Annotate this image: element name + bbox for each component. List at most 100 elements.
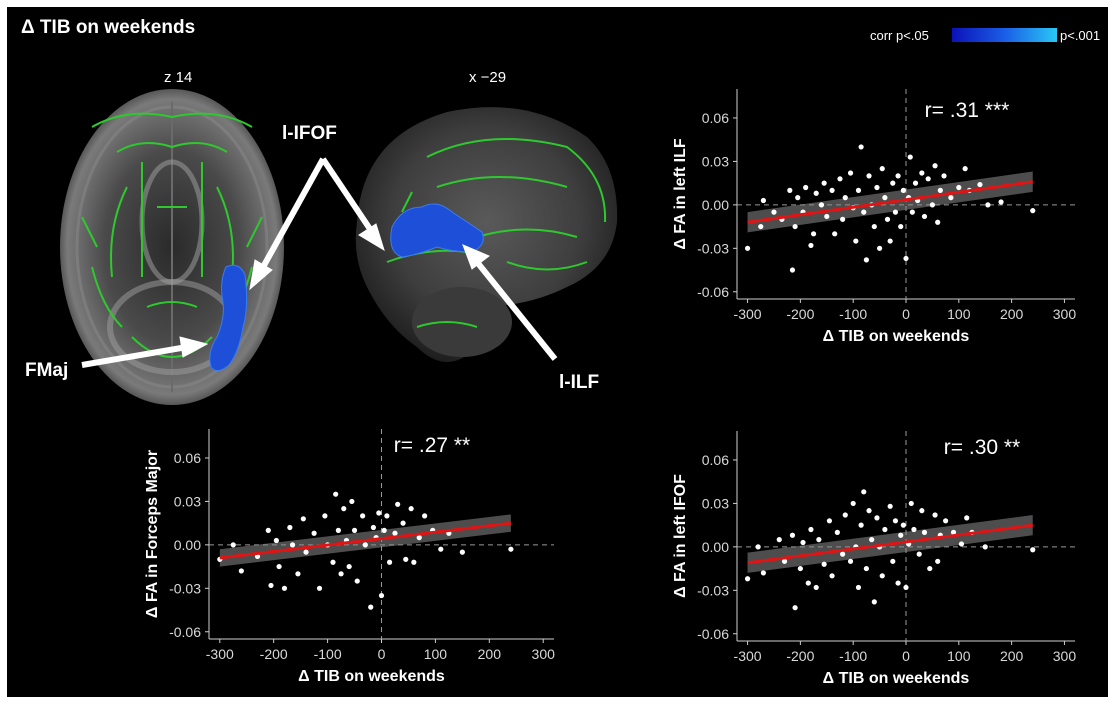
data-point xyxy=(238,568,244,574)
data-point xyxy=(360,513,366,519)
x-tick-label: 0 xyxy=(378,646,386,662)
data-point xyxy=(771,209,777,215)
data-point xyxy=(351,527,358,533)
scatter-ifof: -300 -200 -100 0 100 200 300 -0.06 -0.03 0.00 0.03… xyxy=(672,431,1076,687)
sagittal-slice-label: x −29 xyxy=(469,69,507,86)
data-point xyxy=(792,223,798,230)
y-axis-label: Δ FA in Forceps Major xyxy=(144,450,161,618)
data-point xyxy=(760,197,767,204)
x-tick-label: -200 xyxy=(260,646,288,662)
data-point xyxy=(863,565,869,572)
data-point xyxy=(919,170,925,176)
data-point xyxy=(869,537,875,543)
y-tick-label: 0.06 xyxy=(702,110,729,126)
colorbar-left-label: corr p<.05 xyxy=(870,28,929,43)
data-point xyxy=(879,166,885,172)
data-point xyxy=(400,520,406,526)
data-point xyxy=(895,173,901,179)
data-point xyxy=(829,187,835,193)
data-point xyxy=(900,522,906,528)
data-point xyxy=(289,542,296,548)
x-tick-label: -100 xyxy=(314,646,342,662)
data-point xyxy=(964,515,970,521)
data-point xyxy=(821,561,827,567)
data-point xyxy=(416,535,422,541)
data-point xyxy=(900,187,906,193)
data-point xyxy=(925,176,931,182)
data-point xyxy=(903,584,909,591)
data-point xyxy=(254,553,261,560)
y-tick-label: -0.06 xyxy=(697,626,729,642)
data-point xyxy=(392,530,398,536)
arrow-fmaj-head xyxy=(179,336,209,358)
data-point xyxy=(948,195,954,201)
x-tick-label: -100 xyxy=(839,306,867,322)
data-point xyxy=(744,576,751,582)
y-tick-label: 0.03 xyxy=(174,493,201,509)
data-point xyxy=(273,537,279,544)
data-point xyxy=(908,500,914,507)
data-point xyxy=(311,530,317,536)
data-point xyxy=(842,195,848,201)
data-point xyxy=(813,584,819,591)
arrow-ifof-axial-head xyxy=(249,259,273,291)
data-point xyxy=(803,184,809,191)
data-point xyxy=(887,238,893,244)
figure-title: Δ TIB on weekends xyxy=(21,17,196,38)
data-point xyxy=(858,144,864,150)
data-point xyxy=(408,506,414,512)
data-point xyxy=(781,558,788,564)
data-point xyxy=(805,580,811,586)
data-point xyxy=(295,571,301,577)
sagittal-skeleton xyxy=(386,138,607,328)
data-point xyxy=(850,500,856,507)
data-point xyxy=(916,551,922,557)
sagittal-ilf-ifof-cluster xyxy=(390,203,484,258)
data-point xyxy=(898,223,904,230)
fit-line xyxy=(747,180,1033,224)
data-point xyxy=(792,605,798,611)
data-point xyxy=(330,559,336,565)
data-point xyxy=(912,180,919,186)
data-point xyxy=(333,491,339,497)
data-point xyxy=(943,518,949,524)
arrow-ifof-sagittal-head xyxy=(358,223,385,252)
data-point xyxy=(808,242,814,249)
data-point xyxy=(941,173,947,179)
data-point xyxy=(787,187,793,193)
data-point xyxy=(919,508,925,514)
data-point xyxy=(898,532,904,538)
data-point xyxy=(871,223,877,230)
colorbar xyxy=(952,28,1057,42)
data-point xyxy=(932,512,938,518)
data-point xyxy=(866,173,872,179)
y-axis-label: Δ FA in left ILF xyxy=(672,138,689,250)
y-tick-label: 0.00 xyxy=(702,197,729,213)
arrow-ilf-head xyxy=(462,244,490,270)
data-point xyxy=(921,213,928,220)
data-point xyxy=(362,542,368,548)
data-point xyxy=(322,513,328,519)
fit-line xyxy=(219,521,512,560)
x-axis-label: Δ TIB on weekends xyxy=(823,670,970,687)
data-point xyxy=(929,202,936,208)
data-point xyxy=(354,578,360,584)
data-point xyxy=(1030,208,1036,214)
tract-arrows xyxy=(81,157,558,368)
data-point xyxy=(378,592,385,599)
data-point xyxy=(818,202,825,208)
data-point xyxy=(853,238,859,244)
data-point xyxy=(982,544,988,550)
x-tick-label: 100 xyxy=(947,306,971,322)
fit-line xyxy=(747,523,1033,565)
data-point xyxy=(797,565,803,572)
y-tick-label: 0.00 xyxy=(702,539,729,555)
x-tick-label: 300 xyxy=(532,646,556,662)
data-point xyxy=(935,558,941,564)
data-point xyxy=(824,213,830,220)
y-tick-label: 0.03 xyxy=(702,153,729,169)
data-point xyxy=(907,154,913,160)
data-point xyxy=(816,537,822,543)
data-point xyxy=(921,529,928,535)
